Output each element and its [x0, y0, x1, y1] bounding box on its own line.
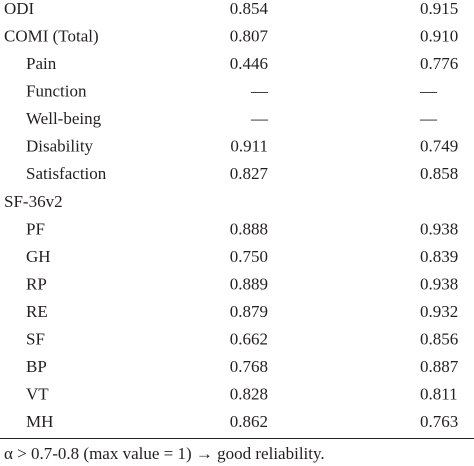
- row-label: GH: [26, 247, 51, 266]
- cell-value: 0.911: [230, 137, 268, 156]
- row-label: SF-36v2: [4, 192, 63, 211]
- cell-value: 0.776: [420, 54, 458, 73]
- cell-value: 0.828: [230, 385, 268, 404]
- cell-value: 0.858: [420, 164, 458, 183]
- cell-value: 0.856: [420, 330, 458, 349]
- cell-value: —: [419, 82, 438, 101]
- cell-value: 0.889: [230, 274, 268, 293]
- cell-value: —: [250, 109, 269, 128]
- cell-value: 0.888: [230, 219, 268, 238]
- row-label: SF: [26, 330, 45, 349]
- cell-value: 0.910: [420, 26, 458, 45]
- cell-value: 0.938: [420, 219, 458, 238]
- cell-value: 0.763: [420, 412, 458, 431]
- cell-value: 0.446: [230, 54, 268, 73]
- cell-value: 0.854: [230, 0, 269, 18]
- cell-value: 0.807: [230, 26, 269, 45]
- row-label: Disability: [26, 137, 94, 156]
- row-label: PF: [26, 219, 45, 238]
- cell-value: 0.749: [420, 137, 458, 156]
- cell-value: 0.887: [420, 357, 459, 376]
- footnote: α > 0.7-0.8 (max value = 1) → good relia…: [4, 444, 325, 463]
- cell-value: 0.768: [230, 357, 268, 376]
- cell-value: 0.827: [230, 164, 269, 183]
- cell-value: —: [250, 82, 269, 101]
- row-label: ODI: [4, 0, 35, 18]
- row-label: Well-being: [26, 109, 102, 128]
- cell-value: 0.811: [420, 385, 458, 404]
- row-label: VT: [26, 385, 49, 404]
- cell-value: —: [419, 109, 438, 128]
- row-label: BP: [26, 357, 47, 376]
- row-label: RP: [26, 274, 47, 293]
- cell-value: 0.938: [420, 274, 458, 293]
- cell-value: 0.932: [420, 302, 458, 321]
- cell-value: 0.915: [420, 0, 458, 18]
- cell-value: 0.879: [230, 302, 268, 321]
- cell-value: 0.839: [420, 247, 458, 266]
- row-label: Satisfaction: [26, 164, 107, 183]
- cell-value: 0.862: [230, 412, 268, 431]
- cell-value: 0.662: [230, 330, 268, 349]
- row-label: COMI (Total): [4, 26, 99, 45]
- row-label: RE: [26, 302, 48, 321]
- cell-value: 0.750: [230, 247, 268, 266]
- row-label: Pain: [26, 54, 57, 73]
- row-label: MH: [26, 412, 53, 431]
- row-label: Function: [26, 82, 87, 101]
